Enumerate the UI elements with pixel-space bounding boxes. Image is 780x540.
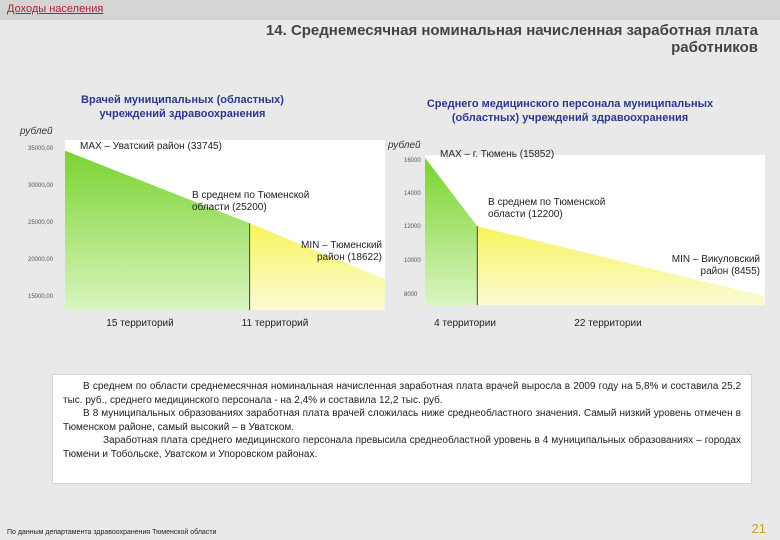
page-title: 14. Среднемесячная номинальная начисленн… bbox=[138, 22, 758, 56]
chart2-min-line2: район (8455) bbox=[700, 266, 760, 277]
chart1-unit: рублей bbox=[20, 126, 53, 137]
page-title-line2: работников bbox=[671, 39, 758, 56]
chart1-tick-4: 20000,00 bbox=[28, 257, 54, 263]
chart1-avg-line1: В среднем по Тюменской bbox=[192, 190, 310, 201]
chart2-yellow-area bbox=[477, 226, 765, 305]
chart2-title-line1: Среднего медицинского персонала муниципа… bbox=[426, 98, 714, 110]
page-title-line1: 14. Среднемесячная номинальная начисленн… bbox=[265, 22, 758, 39]
source-note: По данным департамента здравоохранения Т… bbox=[7, 529, 217, 536]
chart1-title-line1: Врачей муниципальных (областных) bbox=[81, 94, 284, 106]
chart1-avg-line2: области (25200) bbox=[192, 202, 267, 213]
chart2-avg-label: В среднем по Тюменской области (12200) bbox=[488, 197, 605, 221]
chart2-plot bbox=[425, 155, 765, 305]
chart1-title-line2: учреждений здравоохранения bbox=[99, 108, 266, 120]
chart1-min-line2: район (18622) bbox=[316, 252, 382, 263]
chart2-count-high: 4 территории bbox=[434, 318, 496, 329]
chart2-tick-4: 10000 bbox=[404, 258, 421, 264]
top-bar bbox=[0, 0, 780, 20]
chart1-count-high: 15 территорий bbox=[106, 318, 174, 329]
chart1-max-label: MAX – Уватский район (33745) bbox=[80, 141, 222, 152]
commentary-paragraph-1: В среднем по области среднемесячная номи… bbox=[63, 381, 741, 406]
breadcrumb-link[interactable]: Доходы населения bbox=[7, 3, 104, 15]
chart2-avg-line1: В среднем по Тюменской bbox=[488, 197, 606, 208]
commentary-paragraph-3: Заработная плата среднего медицинского п… bbox=[63, 435, 741, 460]
commentary-box: В среднем по области среднемесячная номи… bbox=[52, 374, 752, 484]
chart1-title: Врачей муниципальных (областных) учрежде… bbox=[45, 93, 320, 121]
chart1-yellow-area bbox=[249, 223, 385, 310]
chart2-tick-1: 16000 bbox=[404, 158, 421, 164]
chart1-min-label: MIN – Тюменский район (18622) bbox=[255, 240, 382, 264]
chart2-count-low: 22 территории bbox=[574, 318, 642, 329]
chart2-max-label: MAX – г. Тюмень (15852) bbox=[440, 149, 555, 160]
chart1-count-low: 11 территорий bbox=[241, 318, 309, 329]
chart1-tick-3: 25000,00 bbox=[28, 220, 54, 226]
chart1-min-line1: MIN – Тюменский bbox=[300, 240, 382, 251]
commentary-paragraph-2: В 8 муниципальных образованиях заработна… bbox=[63, 408, 741, 433]
chart1-avg-label: В среднем по Тюменской области (25200) bbox=[192, 190, 309, 214]
chart2-min-line1: MIN – Викуловский bbox=[671, 254, 760, 265]
chart2-title-line2: (областных) учреждений здравоохранения bbox=[451, 112, 689, 124]
chart1-tick-2: 30000,00 bbox=[28, 183, 54, 189]
chart2-tick-2: 14000 bbox=[404, 191, 421, 197]
chart2-unit: рублей bbox=[388, 140, 421, 151]
chart2-title: Среднего медицинского персонала муниципа… bbox=[380, 97, 760, 125]
chart2-tick-3: 12000 bbox=[404, 224, 421, 230]
chart1-plot bbox=[65, 140, 385, 310]
chart2-green-area bbox=[425, 157, 478, 305]
chart2-avg-line2: области (12200) bbox=[488, 209, 563, 220]
chart2-min-label: MIN – Викуловский район (8455) bbox=[620, 254, 760, 278]
chart1-green-area bbox=[65, 150, 250, 310]
page-number: 21 bbox=[751, 521, 766, 536]
chart1-tick-1: 35000,00 bbox=[28, 146, 54, 152]
chart2-tick-5: 8000 bbox=[404, 292, 418, 298]
chart1-tick-5: 15000,00 bbox=[28, 294, 54, 300]
